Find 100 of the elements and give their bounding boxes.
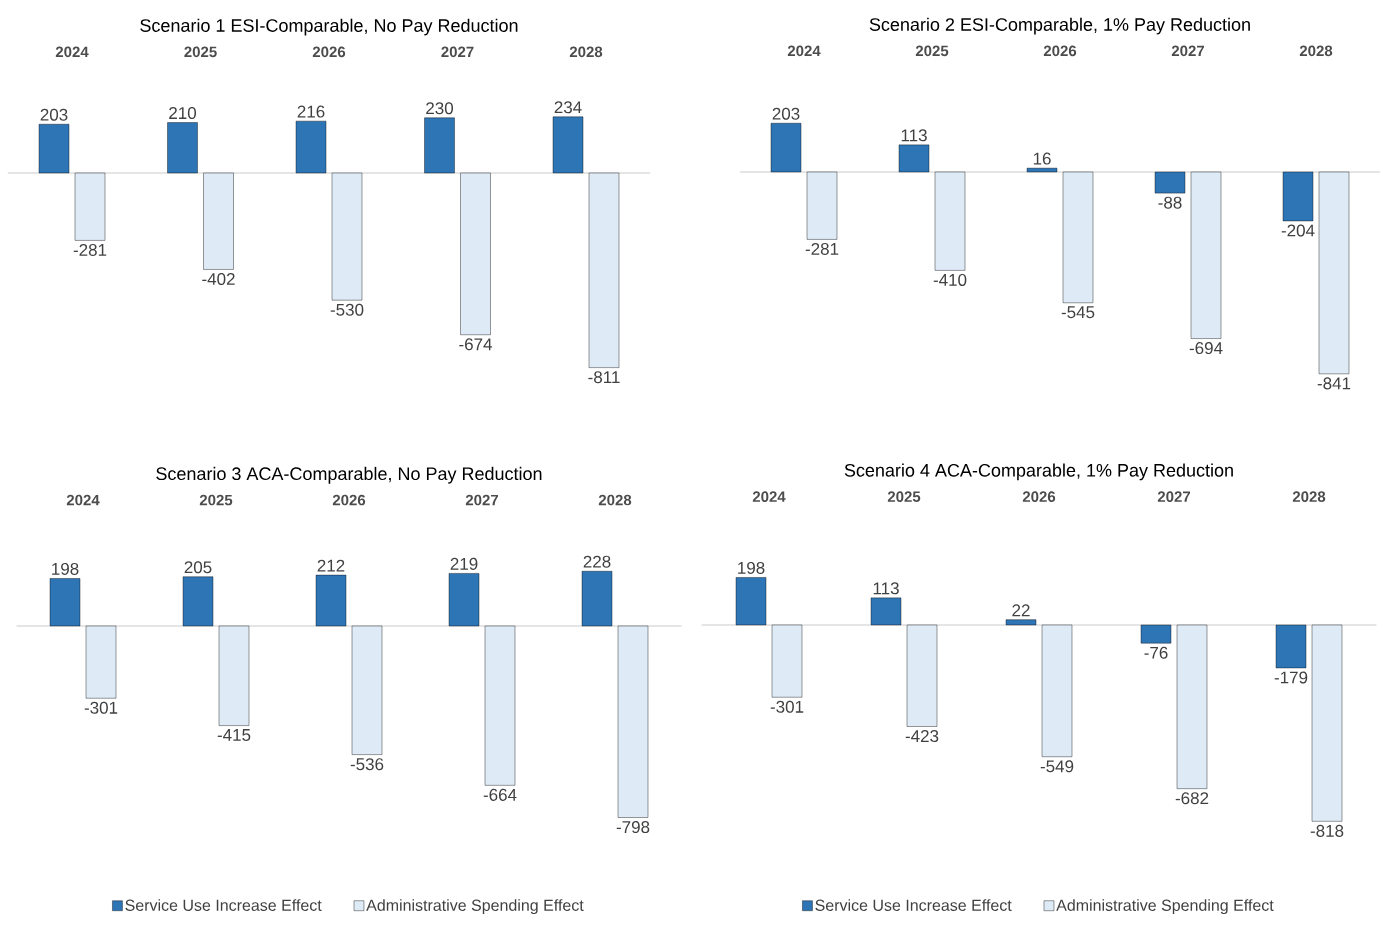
chart-title: Scenario 3 ACA-Comparable, No Pay Reduction [156,466,542,484]
x-tick-label: 2026 [312,46,346,58]
bar [38,124,70,174]
bar [1282,171,1314,222]
data-label: -423 [905,730,939,743]
data-label: 216 [297,105,325,118]
data-label: 210 [169,107,197,120]
data-label: -841 [1317,377,1351,390]
bar [1005,619,1037,626]
x-tick-label: 2025 [915,45,949,57]
data-label: -88 [1158,196,1182,209]
x-tick-label: 2024 [66,494,100,506]
x-tick-label: 2026 [1043,45,1077,57]
data-label: -664 [483,788,517,801]
bar [934,171,966,271]
data-label: 234 [554,101,582,114]
chart-title: Scenario 1 ESI-Comparable, No Pay Reduction [140,18,518,36]
data-label: -281 [73,243,107,256]
bar [218,625,250,726]
bar [295,120,327,174]
bar [1275,624,1307,669]
data-label: -818 [1310,824,1344,837]
x-tick-label: 2028 [1292,491,1326,502]
x-tick-label: 2024 [752,491,786,502]
data-label: -415 [217,729,251,741]
bar [484,625,516,786]
bar [1062,171,1094,303]
bar [1311,624,1343,822]
bar [182,576,214,627]
data-label: 219 [450,557,478,570]
bar [735,577,767,626]
bar [85,625,117,699]
bar [1026,167,1058,173]
data-label: -402 [202,272,235,286]
bar [203,172,234,270]
data-label: 113 [873,582,899,595]
data-label: -301 [84,701,118,714]
bar [315,574,347,627]
x-tick-label: 2028 [598,494,632,506]
bar [331,172,363,301]
bar [351,625,383,755]
legend-label: Administrative Spending Effect [1056,899,1274,915]
bar [617,625,649,818]
x-tick-label: 2024 [55,46,89,58]
data-label: -410 [933,273,967,286]
data-label: -301 [770,700,804,713]
data-label: -549 [1040,760,1074,773]
data-label: 113 [901,129,927,142]
bar [898,144,930,173]
bar [771,624,803,698]
bar [448,573,480,627]
data-label: -798 [616,821,650,834]
legend-label: Service Use Increase Effect [125,899,322,911]
x-tick-label: 2026 [1022,491,1056,502]
data-label: 230 [426,102,454,115]
data-label: -281 [805,242,839,255]
bar [552,116,584,174]
data-label: -536 [350,758,384,771]
bar [1154,171,1186,194]
x-tick-label: 2027 [1171,45,1205,57]
x-tick-label: 2028 [569,46,603,58]
bar [588,172,620,368]
bar [1176,624,1208,789]
data-label: -179 [1274,671,1308,684]
bar [806,171,838,240]
x-tick-label: 2027 [1157,491,1191,502]
legend-label: Service Use Increase Effect [815,899,1012,911]
data-label: -530 [330,303,364,316]
bar [460,172,491,335]
data-label: -811 [588,371,620,384]
x-tick-label: 2027 [441,46,474,58]
data-label: 203 [40,108,68,121]
data-label: -76 [1144,646,1168,659]
bar [424,117,455,174]
bar [870,597,902,626]
x-tick-label: 2025 [184,46,217,58]
data-label: -204 [1281,224,1315,237]
data-label: -694 [1189,342,1223,355]
data-label: 203 [772,107,800,120]
data-label: 198 [52,562,79,575]
legend-label: Administrative Spending Effect [366,899,584,915]
bar [770,123,802,173]
bar [1140,624,1172,644]
x-tick-label: 2024 [787,45,821,57]
bar [167,122,198,174]
chart-title: Scenario 4 ACA-Comparable, 1% Pay Reduction [844,463,1233,481]
data-label: 205 [184,561,212,574]
data-label: 212 [317,559,345,572]
data-label: 22 [1012,604,1030,617]
x-tick-label: 2026 [332,494,366,506]
bar [1041,624,1073,757]
bar [1190,171,1222,339]
data-label: -682 [1175,792,1209,805]
bar [1318,171,1350,375]
x-tick-label: 2028 [1299,45,1333,57]
bar [581,571,613,627]
bar [49,578,81,627]
data-label: -545 [1061,306,1095,319]
data-label: 228 [583,555,611,568]
data-label: -674 [459,338,493,351]
